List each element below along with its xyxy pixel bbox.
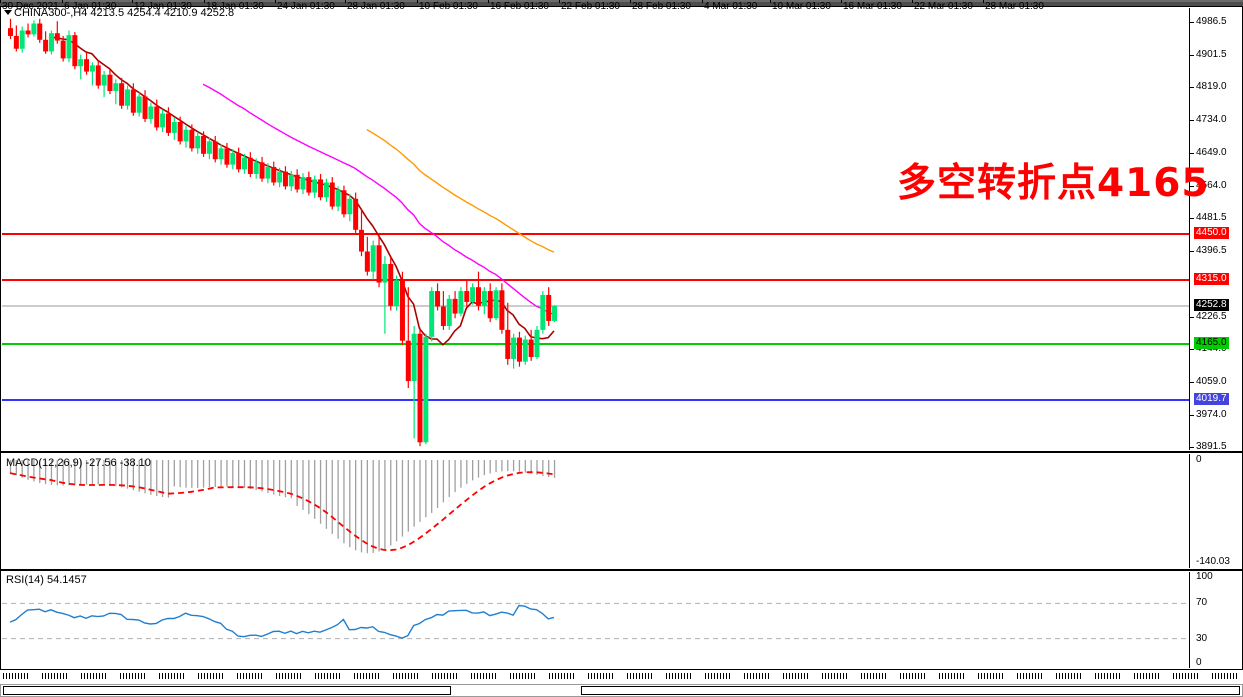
price-tick [1190,86,1194,88]
price-tick [1190,54,1194,56]
price-tag-resistance-4450[interactable]: 4450.0 [1194,227,1229,239]
time-axis-label: 30 Dec 2021 [2,1,59,12]
time-axis-label: 28 Mar 01:30 [985,1,1044,12]
price-tick-label: 3891.5 [1196,440,1227,452]
price-tick [1190,316,1194,318]
price-tick-label: 4734.0 [1196,113,1227,125]
price-tick [1190,185,1194,187]
rsi-tick-label: 100 [1196,571,1213,582]
rsi-axis: 100 70 30 0 [1189,572,1241,668]
price-tag-support-4165[interactable]: 4165.0 [1194,337,1229,349]
time-axis-label: 22 Feb 01:30 [561,1,620,12]
price-axis[interactable]: 4986.5 4901.5 4819.0 4734.0 4649.0 4564.0 4481… [1189,8,1241,452]
price-plot-area[interactable] [2,8,1189,450]
time-axis-tick [630,0,631,3]
macd-axis: 0 -140.03 [1189,454,1241,568]
scrollbar-thumb-right[interactable] [581,686,1240,695]
scrollbar-thumb[interactable] [3,686,451,695]
time-axis-tick [0,0,1,3]
time-axis-label: 22 Mar 01:30 [914,1,973,12]
macd-pane[interactable]: 0 -140.03 [0,452,1243,570]
horizontal-scrollbar[interactable] [0,673,1243,697]
price-tick [1190,152,1194,154]
time-axis-label: 10 Mar 01:30 [772,1,831,12]
time-axis-tick [983,0,984,3]
price-tick-label: 4481.5 [1196,211,1227,223]
macd-series [9,460,556,554]
price-tick-label: 4901.5 [1196,48,1227,60]
time-axis-label: 12 Jan 01:30 [134,1,192,12]
price-tag-resistance-4315[interactable]: 4315.0 [1194,273,1229,285]
rsi-pane[interactable]: 100 70 30 0 [0,570,1243,670]
price-tick [1190,446,1194,448]
rsi-label: RSI(14) 54.1457 [6,574,87,586]
time-axis-label: 24 Jan 01:30 [277,1,335,12]
price-tick [1190,381,1194,383]
price-tick-label: 3974.0 [1196,408,1227,420]
time-axis-tick [62,0,63,3]
time-axis-label: 16 Mar 01:30 [843,1,902,12]
price-tick [1190,217,1194,219]
time-axis-tick [770,0,771,3]
price-tick-label: 4986.5 [1196,15,1227,27]
price-tick [1190,21,1194,23]
macd-tick-label: 0 [1196,454,1202,465]
time-axis-tick [912,0,913,3]
time-axis-label: 6 Jan 01:30 [64,1,117,12]
price-tag-floor-4019[interactable]: 4019.7 [1194,393,1229,405]
price-tick [1190,250,1194,252]
price-tag-current-price[interactable]: 4252.8 [1194,299,1229,311]
chart-annotation-text: 多空转折点4165 [897,161,1210,206]
time-axis-label: 18 Jan 01:30 [206,1,264,12]
macd-tick-label: -140.03 [1196,556,1230,567]
caret-down-icon[interactable] [4,10,12,15]
time-axis-label: 28 Jan 01:30 [347,1,405,12]
rsi-tick-label: 0 [1196,657,1202,668]
price-tick [1190,414,1194,416]
time-axis-tick [345,0,346,3]
rsi-tick-label: 30 [1196,632,1208,644]
price-tick-label: 4564.0 [1196,179,1227,191]
time-axis-label: 28 Feb 01:30 [632,1,691,12]
time-axis-tick [559,0,560,3]
time-axis-tick [841,0,842,3]
time-axis-tick [132,0,133,3]
price-tick [1190,348,1194,350]
rsi-plot-area[interactable] [2,572,1189,668]
macd-label: MACD(12,26,9) -27.56 -38.10 [6,457,151,469]
time-axis-tick [417,0,418,3]
time-axis-label: 16 Feb 01:30 [490,1,549,12]
time-axis-tick [488,0,489,3]
price-tick-label: 4226.5 [1196,310,1227,322]
symbol-header: CHINA300-,H4 4213.5 4254.4 4210.9 4252.8 [14,7,235,19]
price-tick-label: 4396.5 [1196,244,1227,256]
time-axis-label: 10 Feb 01:30 [419,1,478,12]
candlestick-series [2,18,1189,447]
time-axis-tick [275,0,276,3]
price-tick-label: 4649.0 [1196,146,1227,158]
price-tick [1190,119,1194,121]
time-axis-tick [204,0,205,3]
rsi-series [2,602,1189,640]
window-title-bar [0,0,1243,6]
price-tick-label: 4059.0 [1196,375,1227,387]
price-chart-pane[interactable]: 4986.5 4901.5 4819.0 4734.0 4649.0 4564.0 4481… [0,6,1243,452]
time-axis-tick [702,0,703,3]
rsi-tick-label: 70 [1196,597,1208,609]
time-axis-label: 4 Mar 01:30 [704,1,758,12]
macd-plot-area[interactable] [2,454,1189,568]
price-tick-label: 4819.0 [1196,80,1227,92]
